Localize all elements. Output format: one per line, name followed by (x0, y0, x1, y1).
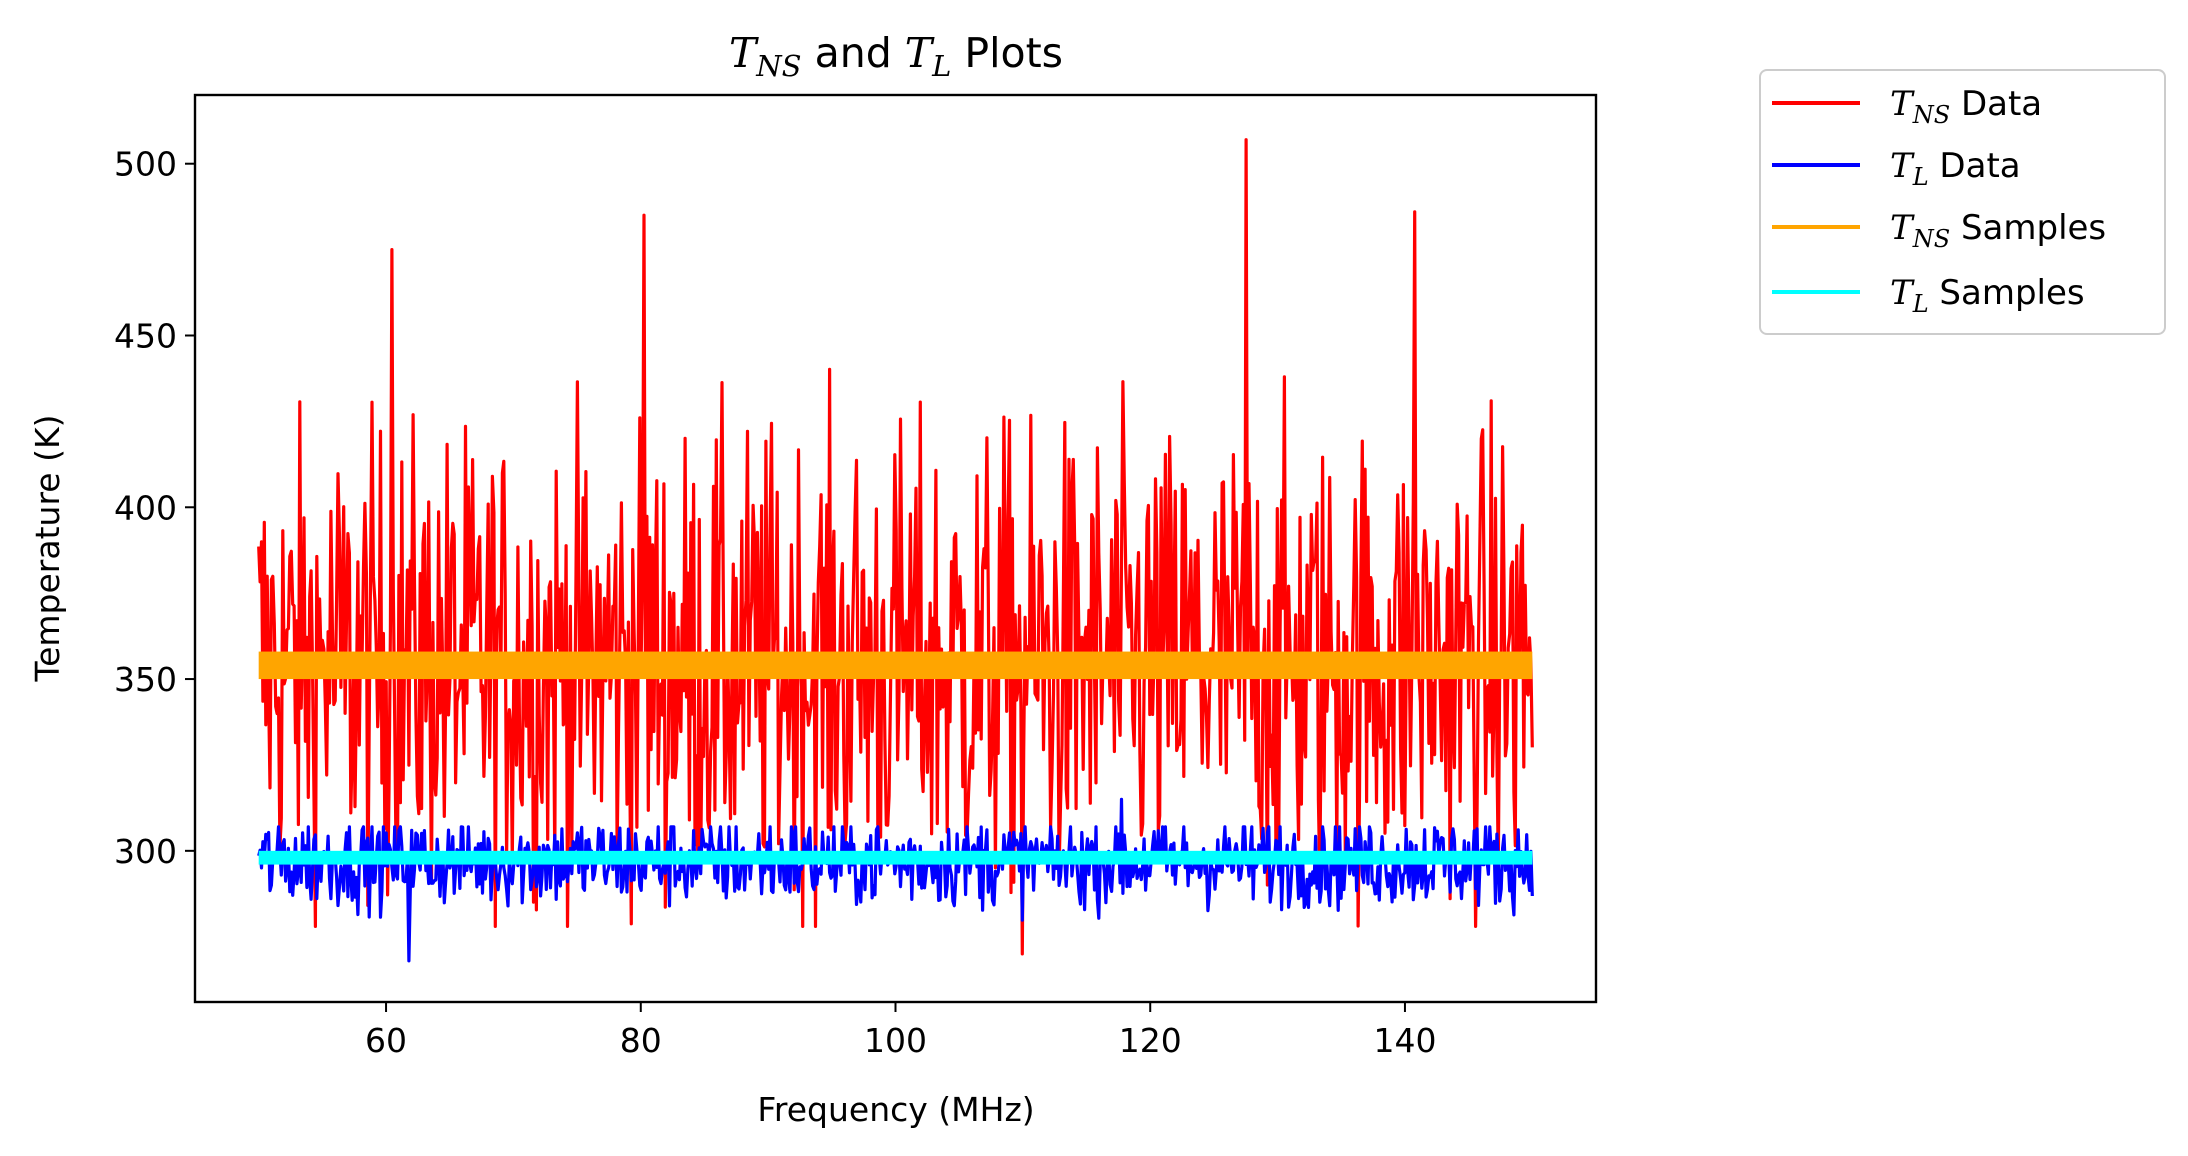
y-tick-label: 450 (114, 316, 177, 355)
x-axis-label: Frequency (MHz) (757, 1090, 1034, 1129)
y-axis: 300 350 400 450 500 (114, 145, 195, 871)
legend-label-tns-samples: TNS Samples (1890, 208, 2106, 253)
legend-label-tl-samples: TL Samples (1890, 273, 2085, 318)
legend: TNS Data TL Data TNS Samples TL Samples (1759, 69, 2166, 335)
legend-entry-tns-samples: TNS Samples (1772, 208, 2106, 253)
x-tick-label: 80 (620, 1021, 662, 1060)
series-line-tl-data (257, 797, 1534, 963)
chart-title: TNS and TL Plots (729, 29, 1063, 83)
series-band-tl-samples (258, 850, 1533, 865)
legend-entry-tl-samples: TL Samples (1772, 273, 2085, 318)
y-tick-label: 500 (114, 145, 177, 184)
legend-label-tl-data: TL Data (1890, 146, 2021, 191)
y-axis-label: Temperature (K) (28, 415, 67, 683)
x-tick-label: 140 (1373, 1021, 1436, 1060)
legend-box (1759, 69, 2166, 335)
x-tick-label: 60 (365, 1021, 407, 1060)
x-tick-label: 120 (1119, 1021, 1182, 1060)
series-band-tns-samples (258, 651, 1533, 680)
x-tick-label: 100 (864, 1021, 927, 1060)
y-tick-label: 350 (114, 660, 177, 699)
legend-label-tns-data: TNS Data (1890, 84, 2042, 129)
plot-area (257, 138, 1534, 963)
x-axis: 60 80 100 120 140 (365, 1002, 1436, 1060)
legend-entry-tl-data: TL Data (1772, 146, 2021, 191)
legend-entry-tns-data: TNS Data (1772, 84, 2042, 129)
y-tick-label: 300 (114, 832, 177, 871)
y-tick-label: 400 (114, 488, 177, 527)
